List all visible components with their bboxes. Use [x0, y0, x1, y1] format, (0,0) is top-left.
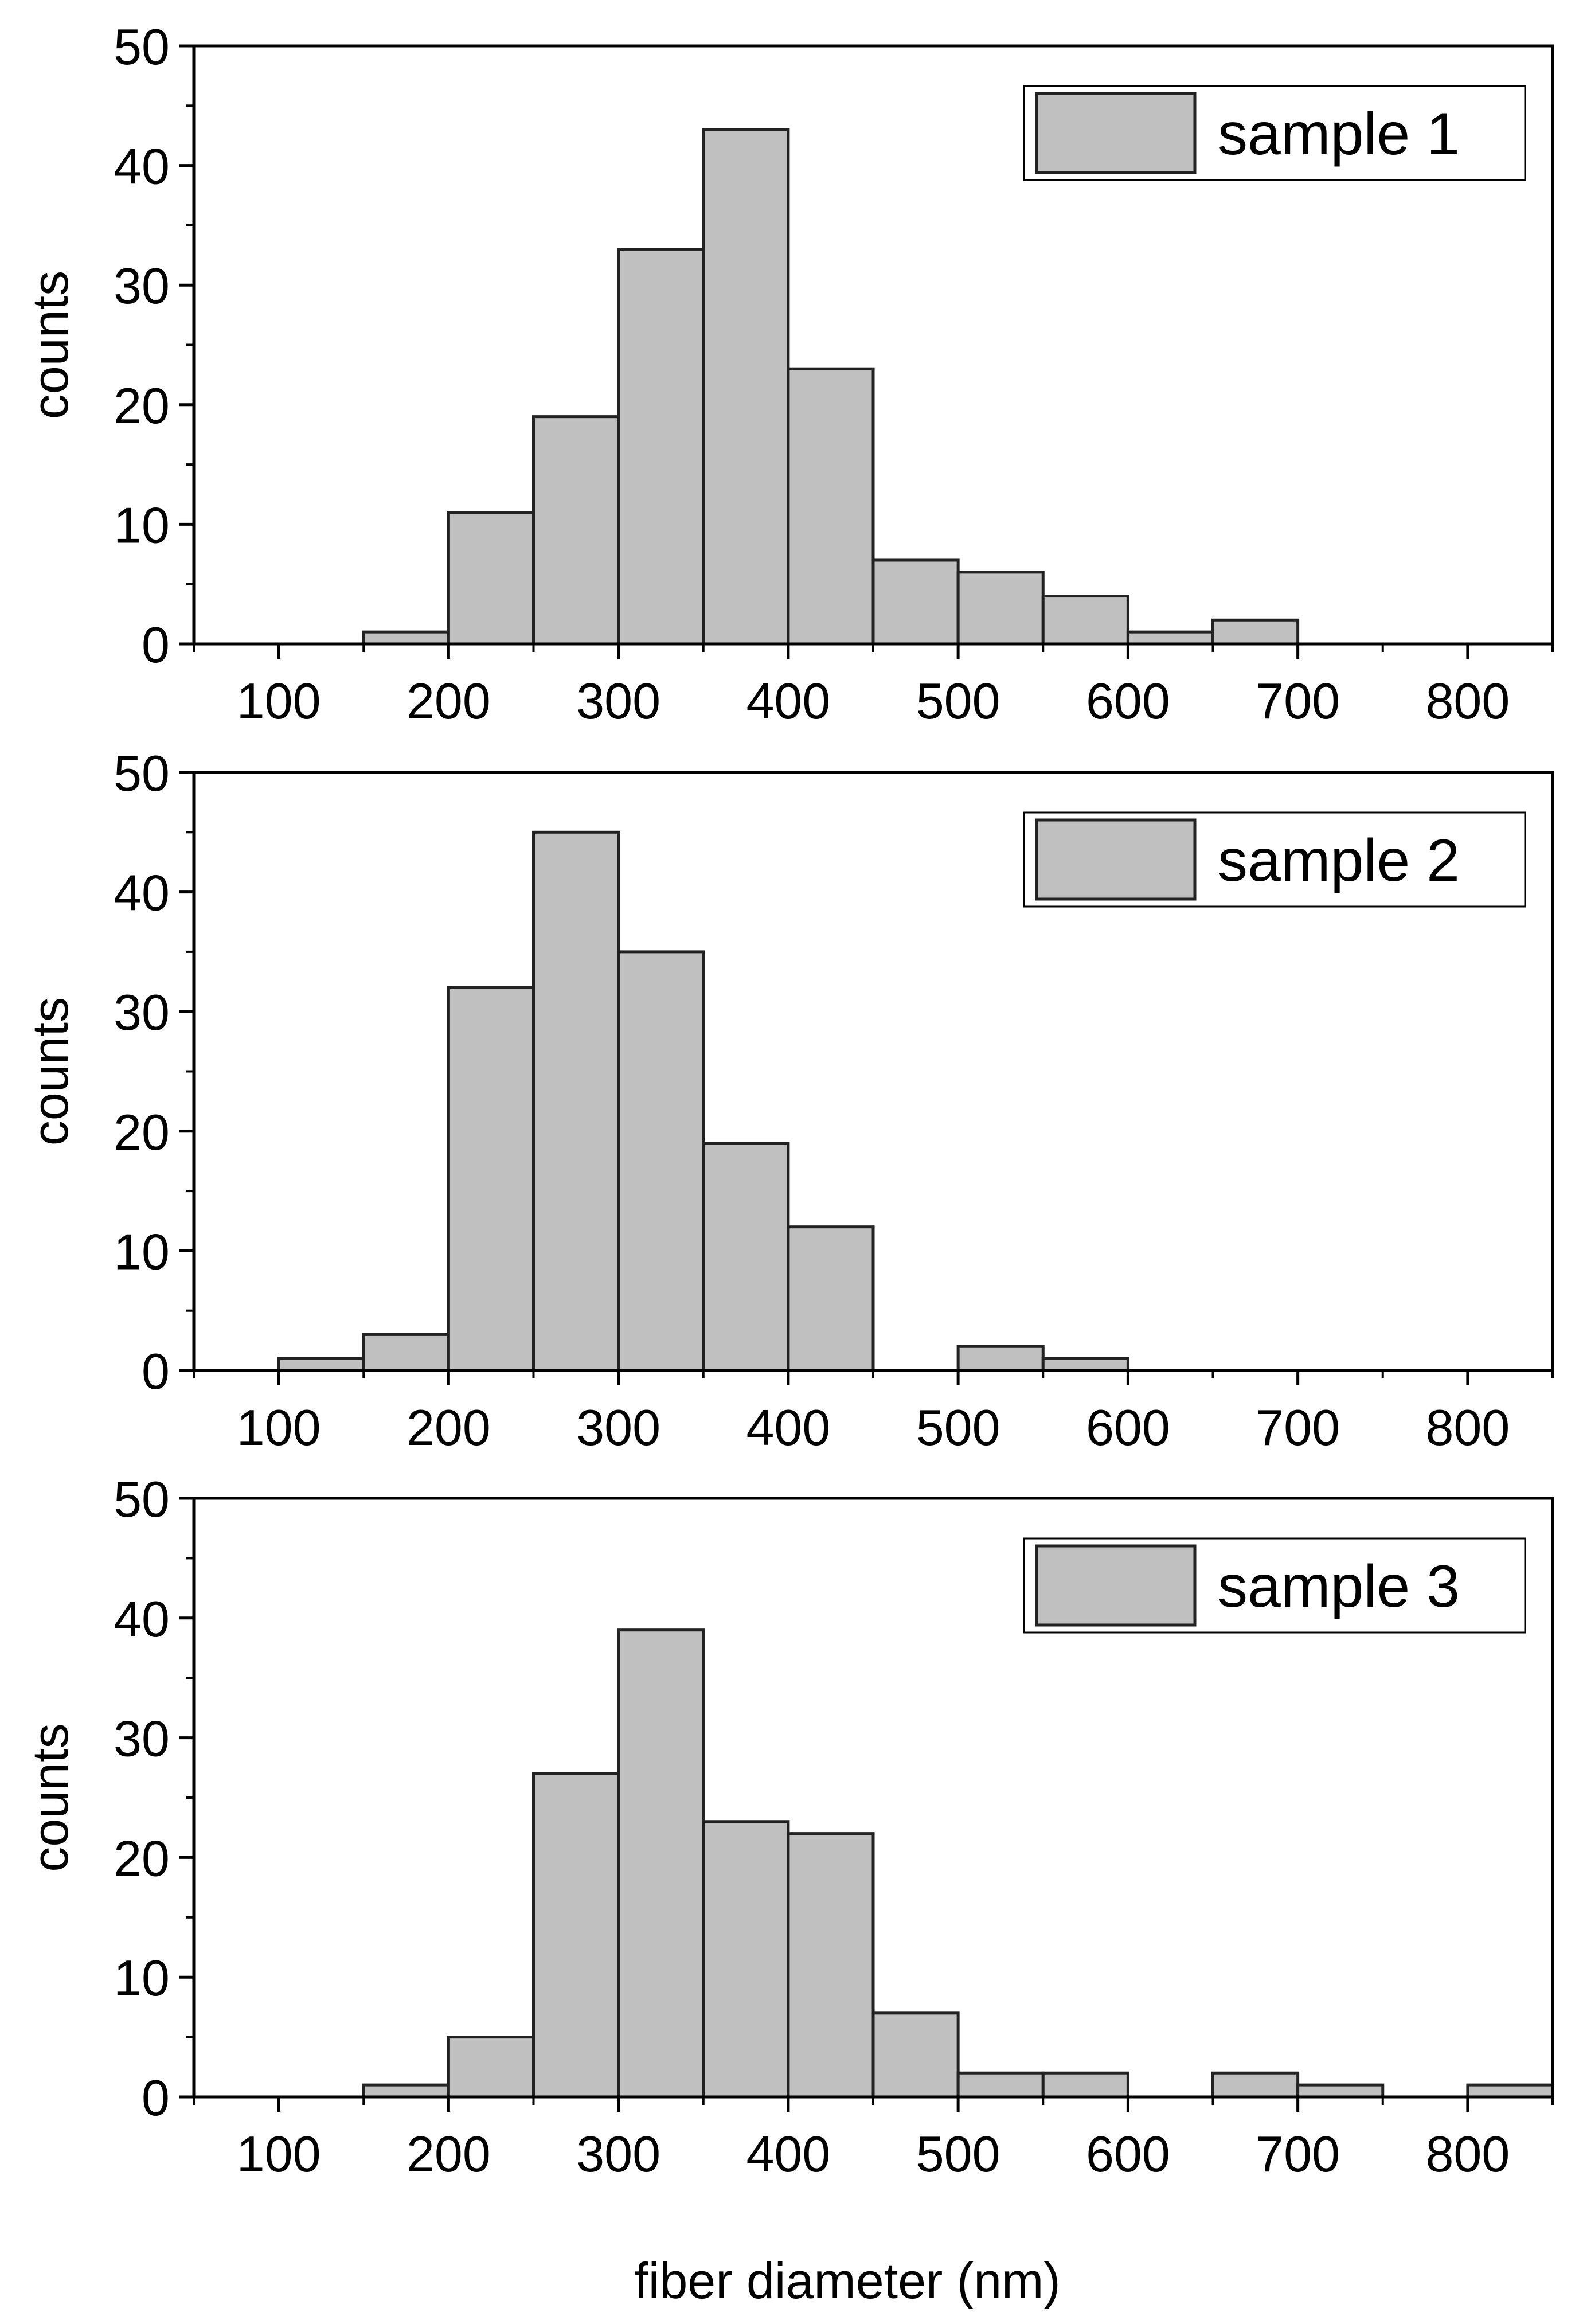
x-tick-label: 400: [746, 1399, 830, 1456]
y-tick-label: 50: [114, 18, 170, 75]
x-tick-label: 400: [746, 2126, 830, 2182]
histogram-bar: [871, 2011, 960, 2099]
x-tick-label: 700: [1256, 1399, 1340, 1456]
histogram-bar: [956, 571, 1045, 646]
y-tick-label: 40: [114, 865, 170, 921]
x-tick-label: 600: [1086, 2126, 1170, 2182]
histogram-bar: [1041, 2071, 1129, 2099]
y-tick-label: 50: [114, 1471, 170, 1528]
y-tick-label: 50: [114, 745, 170, 802]
x-tick-label: 300: [576, 2126, 660, 2182]
legend-swatch: [1035, 818, 1197, 901]
x-tick-label: 800: [1425, 1399, 1510, 1456]
x-tick-label: 100: [237, 1399, 321, 1456]
x-tick-label: 800: [1425, 673, 1510, 729]
y-axis-title: counts: [22, 271, 79, 419]
legend-swatch: [1035, 1544, 1197, 1627]
histogram-bar: [956, 1345, 1045, 1372]
y-axis-title: counts: [22, 997, 79, 1146]
histogram-bar: [1041, 1357, 1129, 1372]
x-tick-label: 600: [1086, 673, 1170, 729]
histogram-bar: [447, 986, 535, 1372]
histogram-bar: [787, 367, 875, 646]
histogram-bar: [532, 1772, 620, 2099]
x-tick-label: 800: [1425, 2126, 1510, 2182]
y-tick-label: 0: [142, 616, 170, 673]
histogram-bar: [617, 248, 705, 646]
x-tick-label: 300: [576, 673, 660, 729]
y-tick-label: 10: [114, 1950, 170, 2006]
legend-label: sample 1: [1218, 101, 1460, 167]
x-tick-label: 200: [406, 2126, 491, 2182]
y-tick-label: 20: [114, 1104, 170, 1161]
x-tick-label: 100: [237, 2126, 321, 2182]
y-tick-label: 0: [142, 1343, 170, 1400]
histogram-bar: [447, 2036, 535, 2099]
histogram-bar: [1041, 595, 1129, 646]
y-tick-label: 40: [114, 1591, 170, 1647]
histogram-bar: [617, 1628, 705, 2099]
x-tick-label: 700: [1256, 673, 1340, 729]
histogram-bar: [871, 558, 960, 646]
histogram-bar: [1126, 630, 1215, 646]
x-tick-label: 200: [406, 1399, 491, 1456]
y-tick-label: 10: [114, 1223, 170, 1280]
histogram-panel-1: 100 200 300 400 500 600 700 800 0 10 20 30 40 50 count…: [22, 18, 1554, 729]
y-tick-label: 0: [142, 2069, 170, 2126]
histogram-bar: [787, 1832, 875, 2099]
y-tick-label: 30: [114, 257, 170, 314]
histogram-bar: [702, 128, 790, 646]
histogram-bar: [532, 830, 620, 1372]
x-tick-label: 200: [406, 673, 491, 729]
y-axis-title: counts: [22, 1723, 79, 1872]
x-axis-title: fiber diameter (nm): [634, 2252, 1060, 2309]
x-tick-label: 600: [1086, 1399, 1170, 1456]
histogram-bar: [702, 1820, 790, 2099]
y-tick-label: 40: [114, 138, 170, 195]
histogram-panel-2: 100 200 300 400 500 600 700 800 0 10 20 30 40 50 count…: [22, 745, 1554, 1456]
histogram-bar: [702, 1142, 790, 1372]
histogram-panels: 100 200 300 400 500 600 700 80001020304050count…: [22, 18, 1554, 2182]
x-tick-label: 100: [237, 673, 321, 729]
histogram-bar: [1466, 2083, 1554, 2099]
x-tick-label: 300: [576, 1399, 660, 1456]
histogram-bar: [362, 2083, 450, 2099]
y-tick-label: 20: [114, 377, 170, 434]
histogram-bar: [956, 2071, 1045, 2099]
legend-swatch: [1035, 92, 1197, 174]
histogram-bar: [362, 630, 450, 646]
y-tick-label: 30: [114, 984, 170, 1041]
x-tick-label: 500: [916, 673, 1000, 729]
legend-label: sample 3: [1218, 1553, 1460, 1620]
histogram-bar: [532, 415, 620, 646]
y-tick-label: 30: [114, 1710, 170, 1767]
legend-label: sample 2: [1218, 827, 1460, 894]
x-tick-label: 500: [916, 2126, 1000, 2182]
y-tick-label: 20: [114, 1830, 170, 1886]
histogram-bar: [277, 1357, 365, 1372]
histogram-panel-3: 100 200 300 400 500 600 700 800 0 10 20 30 40 50 count…: [22, 1471, 1554, 2182]
histogram-bar: [362, 1333, 450, 1372]
histogram-bar: [447, 511, 535, 646]
histogram-bar: [1211, 2071, 1300, 2099]
x-tick-label: 500: [916, 1399, 1000, 1456]
histogram-bar: [1211, 618, 1300, 646]
histogram-bar: [617, 950, 705, 1372]
x-tick-label: 700: [1256, 2126, 1340, 2182]
y-tick-label: 10: [114, 497, 170, 553]
x-tick-label: 400: [746, 673, 830, 729]
histogram-bar: [787, 1225, 875, 1372]
histogram-bar: [1296, 2083, 1385, 2099]
